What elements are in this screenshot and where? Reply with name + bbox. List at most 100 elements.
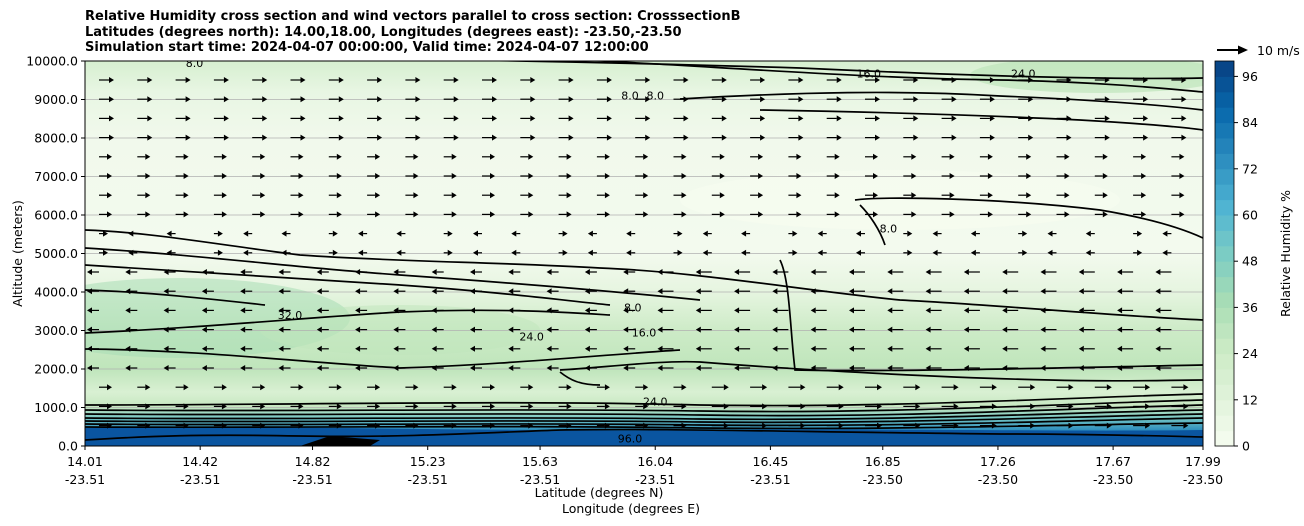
wind-vector: [520, 403, 534, 410]
wind-vector: [849, 269, 865, 275]
wind-vector: [1078, 288, 1095, 295]
wind-vector: [970, 230, 980, 237]
wind-vector: [750, 192, 764, 199]
wind-vector: [584, 307, 597, 314]
wind-vector: [470, 307, 482, 314]
wind-vector: [443, 403, 457, 410]
wind-vector: [355, 345, 368, 352]
wind-vector: [635, 134, 651, 141]
wind-vector: [673, 96, 689, 103]
wind-vector: [810, 269, 827, 275]
wind-vector: [290, 211, 304, 218]
wind-vector: [213, 211, 227, 218]
wind-vector: [1018, 77, 1034, 83]
wind-vector: [941, 96, 957, 103]
wind-vector: [520, 134, 536, 141]
wind-vector: [711, 153, 725, 160]
wind-vector: [810, 326, 827, 333]
wind-vector: [695, 269, 712, 275]
wind-vector: [213, 384, 227, 391]
wind-vector: [520, 115, 536, 122]
wind-vector: [623, 288, 636, 295]
wind-vector: [941, 192, 955, 199]
wind-vector: [358, 249, 368, 256]
wind-vector: [584, 269, 597, 275]
wind-vector: [252, 115, 268, 122]
wind-vector: [125, 307, 138, 314]
wind-vector: [316, 307, 329, 314]
wind-vector: [1078, 326, 1095, 333]
wind-vector: [405, 384, 419, 391]
wind-vector: [252, 422, 266, 429]
wind-vector: [290, 134, 306, 141]
wind-vector: [166, 249, 176, 256]
wind-vector: [673, 422, 687, 429]
colorbar-band: [1215, 107, 1234, 124]
wind-vector: [635, 403, 649, 410]
wind-vector: [1133, 211, 1147, 218]
contour-label: 8.0: [880, 222, 898, 235]
wind-vector: [1155, 307, 1172, 314]
wind-vector: [558, 77, 574, 83]
wind-vector: [546, 269, 559, 275]
colorbar-band: [1215, 122, 1234, 139]
wind-vector: [788, 77, 804, 83]
colorbar: 0 12 24 36 48 60 72 84 96 Relative Humidity %: [1214, 60, 1293, 454]
contour-label: 96.0: [618, 432, 643, 445]
colorbar-band: [1215, 61, 1234, 77]
y-tick-label: 6000.0: [34, 208, 78, 223]
wind-vector: [1117, 326, 1134, 333]
wind-vector: [695, 365, 712, 371]
wind-vector: [865, 211, 878, 218]
colorbar-band: [1215, 91, 1234, 108]
wind-vector: [788, 249, 798, 256]
wind-vector: [788, 115, 804, 122]
wind-vector: [925, 288, 942, 295]
wind-vector: [849, 288, 865, 295]
wind-vector: [826, 422, 844, 429]
wind-vector: [1155, 288, 1172, 295]
wind-vector: [243, 249, 253, 256]
wind-vector: [281, 249, 291, 256]
wind-vector: [810, 288, 827, 295]
wind-vector: [137, 96, 153, 103]
wind-vector: [405, 96, 421, 103]
wind-vector: [1094, 134, 1110, 141]
colorbar-band: [1215, 384, 1234, 401]
wind-vector: [1117, 288, 1134, 295]
wind-vector: [137, 384, 151, 391]
wind-vector: [1018, 173, 1032, 179]
wind-vector: [290, 422, 304, 429]
wind-vector: [1133, 384, 1151, 391]
wind-vector: [1171, 96, 1187, 103]
wind-vector: [1056, 211, 1070, 218]
wind-vector: [826, 96, 842, 103]
wind-vector: [635, 173, 649, 179]
wind-vector: [125, 288, 138, 295]
wind-vector: [979, 115, 995, 122]
wind-vector: [213, 192, 227, 199]
wind-vector: [175, 211, 189, 218]
wind-vector: [396, 249, 406, 256]
wind-vector: [328, 211, 342, 218]
wind-vector: [240, 288, 253, 295]
wind-vector: [558, 211, 572, 218]
wind-vector: [1040, 307, 1057, 314]
wind-vector: [673, 211, 687, 218]
wind-vector: [1078, 307, 1095, 314]
wind-vector: [941, 422, 959, 429]
wind-vector: [1002, 269, 1019, 275]
colorbar-band: [1215, 153, 1234, 170]
contour-label: 16.0: [856, 67, 881, 80]
wind-vector: [137, 115, 153, 122]
wind-vector: [213, 96, 229, 103]
colorbar-tick-label: 48: [1242, 254, 1258, 269]
wind-vector: [734, 345, 751, 352]
wind-vector: [355, 307, 368, 314]
wind-vector: [278, 269, 291, 275]
wind-vector: [87, 307, 99, 314]
wind-vector: [201, 307, 214, 314]
wind-vector: [443, 422, 457, 429]
wind-vector: [584, 288, 597, 295]
wind-vector: [405, 403, 419, 410]
